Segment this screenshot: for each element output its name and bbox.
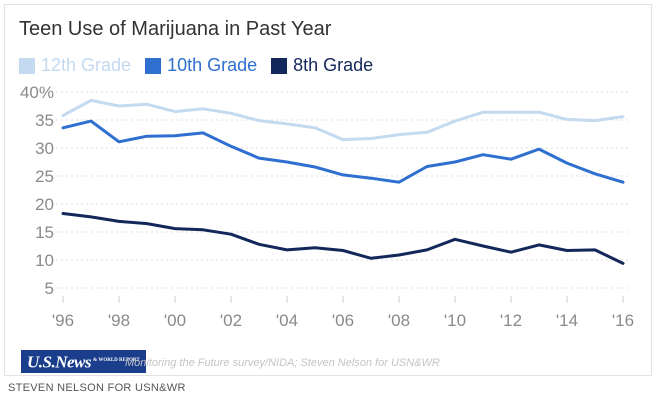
chart-title: Teen Use of Marijuana in Past Year	[19, 18, 332, 40]
x-tick-label: '14	[556, 311, 578, 330]
x-tick-label: '96	[52, 311, 74, 330]
legend-item-12th-grade: 12th Grade	[19, 55, 131, 76]
photo-credit: STEVEN NELSON FOR USN&WR	[8, 382, 186, 394]
legend-label-10th-grade: 10th Grade	[167, 55, 258, 75]
y-tick-label: 20	[35, 195, 54, 214]
y-tick-label: 10	[35, 251, 54, 270]
legend-item-10th-grade: 10th Grade	[145, 55, 257, 76]
legend-item-8th-grade: 8th Grade	[271, 55, 373, 76]
series-line-12th-grade	[61, 98, 625, 142]
x-tick-label: '08	[388, 311, 410, 330]
logo-subtext: & WORLD REPORT	[93, 358, 140, 363]
y-tick-label: 25	[35, 167, 54, 186]
series-line-10th-grade	[61, 119, 625, 184]
source-note: Monitoring the Future survey/NIDA; Steve…	[125, 357, 440, 369]
y-tick-label: 5	[45, 279, 54, 298]
series-line-8th-grade	[61, 212, 625, 265]
usnews-logo: U.S.News & WORLD REPORT	[21, 350, 146, 373]
y-tick-label: 15	[35, 223, 54, 242]
legend: 12th Grade 10th Grade 8th Grade	[19, 55, 373, 76]
x-tick-label: '10	[444, 311, 466, 330]
x-tick-label: '02	[220, 311, 242, 330]
legend-swatch-10th-grade	[145, 57, 162, 74]
legend-swatch-12th-grade	[19, 57, 35, 74]
y-tick-label: 35	[35, 111, 54, 130]
y-tick-label: 30	[35, 139, 54, 158]
x-tick-label: '98	[108, 311, 130, 330]
x-tick-label: '04	[276, 311, 298, 330]
legend-label-8th-grade: 8th Grade	[293, 55, 374, 75]
legend-swatch-8th-grade	[271, 57, 288, 74]
chart-card: Teen Use of Marijuana in Past Year 12th …	[4, 4, 652, 376]
x-tick-label: '12	[500, 311, 522, 330]
x-tick-label: '00	[164, 311, 186, 330]
logo-text: U.S.News	[27, 352, 92, 372]
y-tick-label: 40%	[20, 83, 54, 102]
legend-label-12th-grade: 12th Grade	[41, 55, 132, 75]
x-tick-label: '16	[612, 311, 634, 330]
x-tick-label: '06	[332, 311, 354, 330]
